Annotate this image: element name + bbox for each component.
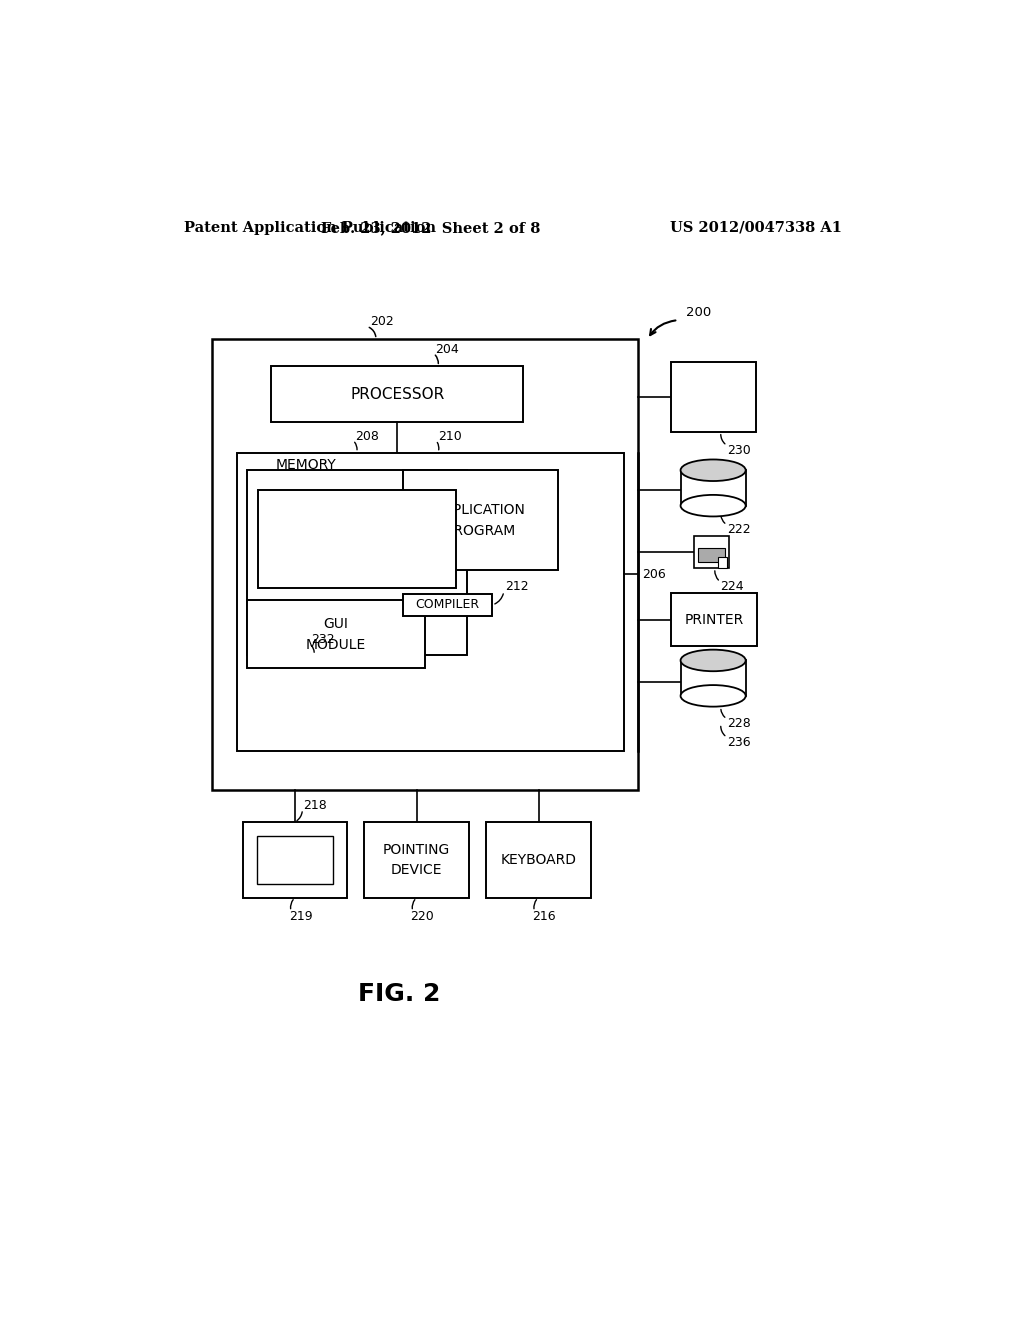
Text: FIG. 2: FIG. 2: [358, 982, 440, 1006]
Text: GUI: GUI: [282, 853, 309, 867]
Ellipse shape: [681, 459, 745, 480]
Bar: [247, 601, 425, 668]
Text: OS: OS: [254, 639, 272, 652]
Text: 218: 218: [303, 799, 327, 812]
Bar: [693, 536, 729, 568]
Text: 230: 230: [727, 444, 751, 457]
Text: COMPILER: COMPILER: [416, 598, 480, 611]
Text: 220: 220: [411, 909, 434, 923]
Text: GUI
MODULE: GUI MODULE: [305, 616, 366, 652]
Text: 240: 240: [404, 554, 428, 566]
Text: US 2012/0047338 A1: US 2012/0047338 A1: [671, 220, 843, 235]
Bar: [671, 594, 758, 645]
Bar: [258, 490, 456, 589]
Text: REPLICATION
MODULE: REPLICATION MODULE: [312, 521, 402, 556]
Text: 202: 202: [370, 315, 393, 329]
Text: 212: 212: [505, 579, 528, 593]
Bar: [681, 470, 745, 516]
Text: Patent Application Publication: Patent Application Publication: [183, 220, 436, 235]
Text: 222: 222: [727, 523, 751, 536]
Text: PROCESSOR: PROCESSOR: [350, 387, 444, 401]
Text: 236: 236: [727, 735, 751, 748]
Text: 219: 219: [289, 909, 312, 923]
Text: 210: 210: [438, 430, 462, 444]
Bar: [403, 470, 558, 570]
Text: POINTING
DEVICE: POINTING DEVICE: [383, 842, 451, 878]
Text: 204: 204: [435, 343, 459, 356]
Ellipse shape: [681, 685, 745, 706]
Text: MEMORY: MEMORY: [275, 458, 336, 471]
Bar: [697, 548, 725, 562]
Ellipse shape: [681, 649, 745, 671]
Bar: [237, 453, 624, 751]
Text: 200: 200: [686, 306, 712, 319]
Text: 228: 228: [727, 717, 751, 730]
Bar: [257, 836, 334, 884]
Bar: [271, 367, 523, 422]
Text: Feb. 23, 2012  Sheet 2 of 8: Feb. 23, 2012 Sheet 2 of 8: [321, 220, 540, 235]
Bar: [212, 339, 638, 789]
Bar: [671, 363, 756, 432]
Text: 232: 232: [311, 634, 335, 647]
Bar: [403, 594, 493, 615]
Bar: [718, 557, 727, 568]
Text: KEYBOARD: KEYBOARD: [501, 853, 577, 867]
Bar: [243, 822, 347, 898]
Text: PRINTER: PRINTER: [684, 612, 743, 627]
Text: 224: 224: [721, 579, 744, 593]
Text: 216: 216: [532, 909, 556, 923]
Text: 208: 208: [355, 430, 379, 444]
Bar: [247, 470, 467, 655]
Bar: [486, 822, 591, 898]
Bar: [681, 660, 745, 706]
Bar: [365, 822, 469, 898]
Text: 206: 206: [642, 568, 666, 581]
Ellipse shape: [681, 495, 745, 516]
Text: APPLICATION
PROGRAM: APPLICATION PROGRAM: [435, 503, 525, 537]
